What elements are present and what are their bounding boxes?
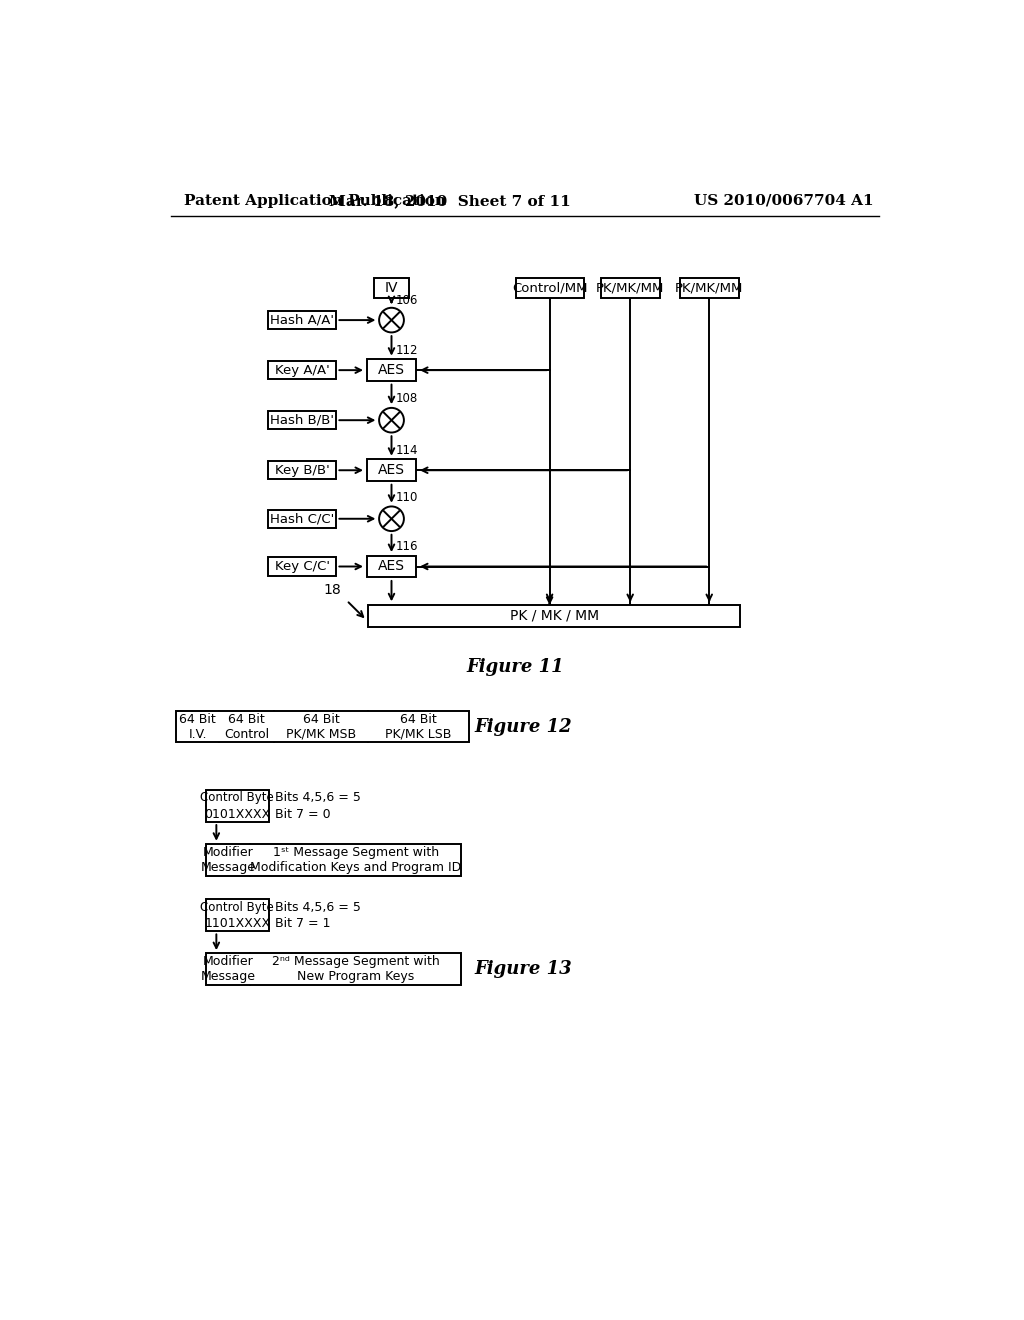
Bar [375,277,409,298]
Text: Control Byte: Control Byte [201,900,274,913]
Text: Figure 11: Figure 11 [467,657,564,676]
Text: Modifier
Message: Modifier Message [201,846,255,874]
Text: 64 Bit
PK/MK MSB: 64 Bit PK/MK MSB [286,713,356,741]
Bar [268,461,337,479]
Bar [601,277,659,298]
Text: 112: 112 [395,343,418,356]
Bar [369,605,740,627]
Text: Key A/A': Key A/A' [275,363,330,376]
Text: Bit 7 = 1: Bit 7 = 1 [275,917,331,929]
Text: 2ⁿᵈ Message Segment with
New Program Keys: 2ⁿᵈ Message Segment with New Program Key… [272,956,439,983]
Text: 108: 108 [395,392,418,405]
Text: AES: AES [378,560,406,573]
Text: PK/MK/MM: PK/MK/MM [675,281,743,294]
Text: 64 Bit
I.V.: 64 Bit I.V. [179,713,216,741]
Bar [268,360,337,379]
Text: Modifier
Message: Modifier Message [201,956,255,983]
Circle shape [379,308,403,333]
Bar [176,711,469,742]
Text: AES: AES [378,463,406,478]
Circle shape [379,507,403,531]
Text: Bit 7 = 0: Bit 7 = 0 [275,808,331,821]
Bar [515,277,584,298]
Text: 1101XXXX: 1101XXXX [204,917,270,929]
Circle shape [379,408,403,433]
Bar [268,312,337,330]
Text: 18: 18 [323,582,341,597]
Text: 116: 116 [395,540,418,553]
Text: AES: AES [378,363,406,378]
Text: Hash C/C': Hash C/C' [270,512,335,525]
Bar [206,953,461,985]
Text: Figure 12: Figure 12 [474,718,572,735]
Bar [367,359,417,381]
Text: Hash A/A': Hash A/A' [270,314,335,326]
Text: Key C/C': Key C/C' [274,560,330,573]
Text: Bits 4,5,6 = 5: Bits 4,5,6 = 5 [275,900,361,913]
Bar [367,556,417,577]
Text: Control Byte: Control Byte [201,792,274,804]
Text: 114: 114 [395,444,418,457]
Text: Patent Application Publication: Patent Application Publication [183,194,445,207]
Text: Bits 4,5,6 = 5: Bits 4,5,6 = 5 [275,792,361,804]
Text: Figure 13: Figure 13 [474,960,572,978]
Text: Key B/B': Key B/B' [275,463,330,477]
Bar [206,789,269,822]
Text: 0101XXXX: 0101XXXX [204,808,270,821]
Bar [268,557,337,576]
Text: 106: 106 [396,293,419,306]
Text: 64 Bit
Control: 64 Bit Control [224,713,269,741]
Bar [367,459,417,480]
Text: PK / MK / MM: PK / MK / MM [510,609,599,623]
Text: PK/MK/MM: PK/MK/MM [596,281,665,294]
Bar [268,510,337,528]
Text: 1ˢᵗ Message Segment with
Modification Keys and Program ID: 1ˢᵗ Message Segment with Modification Ke… [250,846,462,874]
Bar [206,843,461,876]
Bar [268,411,337,429]
Text: IV: IV [385,281,398,294]
Text: US 2010/0067704 A1: US 2010/0067704 A1 [693,194,873,207]
Text: 64 Bit
PK/MK LSB: 64 Bit PK/MK LSB [385,713,452,741]
Text: 110: 110 [395,491,418,504]
Bar [680,277,738,298]
Text: Mar. 18, 2010  Sheet 7 of 11: Mar. 18, 2010 Sheet 7 of 11 [329,194,570,207]
Text: Control/MM: Control/MM [512,281,588,294]
Text: Hash B/B': Hash B/B' [270,413,335,426]
Bar [206,899,269,932]
